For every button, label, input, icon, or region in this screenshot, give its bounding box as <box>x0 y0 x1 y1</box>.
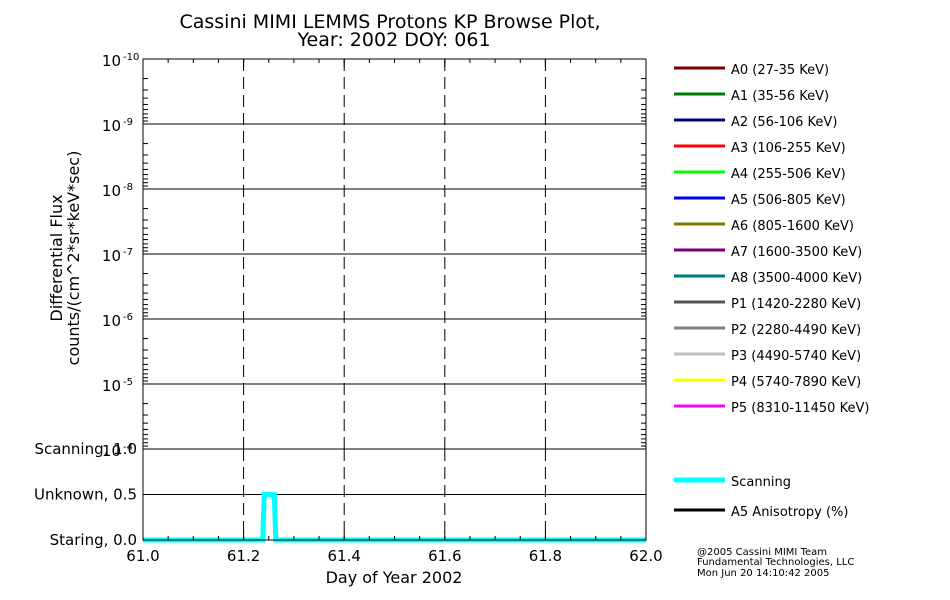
credit-block: @2005 Cassini MIMI Team Fundamental Tech… <box>697 547 854 579</box>
flux-y-tick-label: 10 <box>102 377 121 395</box>
scanning-panel: Scanning, 1.0 Unknown, 0.5 Staring, 0.0 61… <box>34 59 663 587</box>
x-tick-label: 61.0 <box>126 547 159 565</box>
flux-y-tick-label: 10 <box>102 442 121 460</box>
flux-y-tick-label: 10 <box>102 52 121 70</box>
x-tick-label: 61.8 <box>529 547 562 565</box>
flux-y-tick-exponent: -8 <box>123 182 133 193</box>
flux-ylabel-line1: Differential Flux <box>47 194 66 321</box>
scanning-grid <box>143 449 646 540</box>
legend-entry-label: A3 (106-255 KeV) <box>731 141 846 156</box>
scanning-y-ticks: Scanning, 1.0 Unknown, 0.5 Staring, 0.0 <box>34 440 646 549</box>
scanning-x-ticks: 61.0 61.2 61.4 61.6 61.8 62.0 <box>126 59 663 565</box>
scanning-y-tick-label: Unknown, 0.5 <box>34 486 137 504</box>
legend-entry-label: A1 (35-56 KeV) <box>731 89 829 104</box>
x-tick-label: 62.0 <box>629 547 662 565</box>
flux-y-tick-exponent: -10 <box>123 52 139 63</box>
x-tick-label: 61.2 <box>227 547 260 565</box>
plot-title-line1: Cassini MIMI LEMMS Protons KP Browse Plo… <box>179 11 600 33</box>
legend-entry-label: A6 (805-1600 KeV) <box>731 219 854 234</box>
credit-line3: Mon Jun 20 14:10:42 2005 <box>697 568 830 579</box>
flux-legend: A0 (27-35 KeV) A1 (35-56 KeV) A2 (56-106 K… <box>674 63 869 416</box>
flux-y-tick-exponent: -4 <box>123 442 133 453</box>
legend-entry-label: P4 (5740-7890 KeV) <box>731 375 861 390</box>
legend-entry-label: A5 (506-805 KeV) <box>731 193 846 208</box>
legend-entry-label: P1 (1420-2280 KeV) <box>731 297 861 312</box>
flux-y-tick-exponent: -7 <box>123 247 133 258</box>
flux-y-tick-label: 10 <box>102 117 121 135</box>
legend-entry-label: P3 (4490-5740 KeV) <box>731 349 861 364</box>
flux-y-tick-label: 10 <box>102 182 121 200</box>
scanning-series-line <box>143 492 646 543</box>
legend-entry-label: A0 (27-35 KeV) <box>731 63 829 78</box>
legend-entry-label: A8 (3500-4000 KeV) <box>731 271 862 286</box>
flux-y-tick-label: 10 <box>102 247 121 265</box>
legend-entry-label: P5 (8310-11450 KeV) <box>731 401 869 416</box>
scanning-y-tick-label: Staring, 0.0 <box>50 531 137 549</box>
scanning-legend: Scanning A5 Anisotropy (%) <box>674 475 848 520</box>
credit-line1: @2005 Cassini MIMI Team <box>697 547 827 558</box>
plot-title-line2: Year: 2002 DOY: 061 <box>296 29 490 51</box>
flux-ylabel-line2: counts/(cm^2*sr*keV*sec) <box>64 151 83 366</box>
legend-entry-label: A4 (255-506 KeV) <box>731 167 846 182</box>
legend-entry-label: A7 (1600-3500 KeV) <box>731 245 862 260</box>
legend-entry-label: A5 Anisotropy (%) <box>731 505 848 520</box>
flux-grid <box>143 59 646 449</box>
credit-line2: Fundamental Technologies, LLC <box>697 557 854 568</box>
flux-y-tick-exponent: -5 <box>123 377 133 388</box>
flux-y-tick-exponent: -9 <box>123 117 133 128</box>
legend-entry-label: A2 (56-106 KeV) <box>731 115 837 130</box>
scanning-series <box>143 492 646 543</box>
legend-entry-label: P2 (2280-4490 KeV) <box>731 323 861 338</box>
flux-y-tick-exponent: -6 <box>123 312 133 323</box>
flux-y-tick-label: 10 <box>102 312 121 330</box>
legend-entry-label: Scanning <box>731 475 791 490</box>
scanning-y-tick-label: Scanning, 1.0 <box>34 440 137 458</box>
x-tick-label: 61.4 <box>327 547 360 565</box>
x-axis-label: Day of Year 2002 <box>326 568 463 587</box>
x-tick-label: 61.6 <box>428 547 461 565</box>
